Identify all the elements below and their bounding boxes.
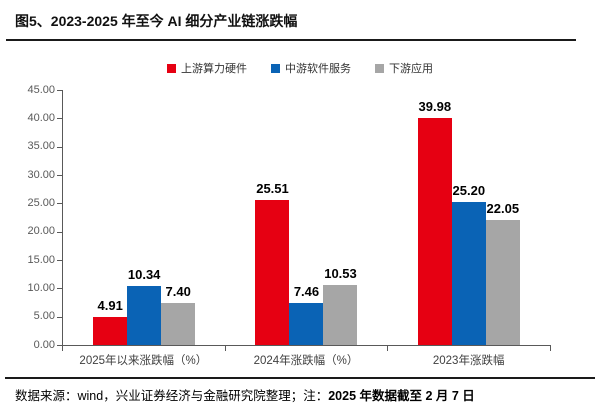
- y-axis-line: [62, 90, 63, 346]
- y-tick-label: 5.00: [33, 310, 55, 323]
- x-tick-mark: [387, 346, 389, 351]
- legend-item: 上游算力硬件: [167, 60, 247, 76]
- legend-swatch-icon: [167, 63, 176, 73]
- y-tick-mark: [57, 175, 62, 176]
- bar: 7.46: [289, 284, 324, 345]
- bar-value-label: 25.20: [452, 183, 486, 199]
- bar-value-label: 7.46: [293, 283, 320, 299]
- bar-group: 25.51 7.46 10.53: [225, 90, 387, 345]
- bar: 25.51: [255, 181, 290, 345]
- plot-area: 4.91 10.34 7.40 25.51 7.46 10.53 39.98 25.20 22.…: [63, 90, 550, 345]
- bar-value-label: 25.51: [256, 181, 289, 197]
- title-divider: [6, 39, 576, 41]
- category-label: 2025年以来涨跌幅（%）: [79, 355, 208, 367]
- bar-group: 39.98 25.20 22.05: [388, 90, 550, 345]
- x-tick-mark: [224, 346, 226, 351]
- category-label: 2024年涨跌幅（%）: [253, 355, 359, 367]
- y-tick-mark: [57, 203, 62, 205]
- y-tick-label: 35.00: [27, 140, 55, 153]
- category-labels: 2025年以来涨跌幅（%） 2024年涨跌幅（%） 2023年涨跌幅: [62, 352, 550, 368]
- note-text: 2025 年数据截至 2 月 7 日: [328, 389, 475, 403]
- legend-swatch-icon: [375, 63, 384, 73]
- legend-label: 中游软件服务: [285, 63, 351, 75]
- bar-value-label: 22.05: [486, 201, 520, 217]
- y-tick-label: 15.00: [27, 253, 55, 266]
- chart-legend: 上游算力硬件 中游软件服务 下游应用: [0, 60, 600, 76]
- legend-swatch-icon: [271, 63, 280, 73]
- y-tick-mark: [57, 316, 62, 318]
- y-tick-mark: [57, 146, 62, 148]
- footer-divider: [5, 377, 595, 379]
- legend-label: 下游应用: [389, 63, 433, 75]
- y-tick-label: 25.00: [27, 196, 55, 209]
- y-tick-label: 0.00: [33, 338, 55, 351]
- x-axis-line: [62, 345, 551, 346]
- bar-value-label: 10.53: [324, 266, 357, 282]
- bar-group: 4.91 10.34 7.40: [63, 90, 225, 345]
- category-label: 2023年涨跌幅: [432, 355, 505, 367]
- y-tick-label: 40.00: [27, 111, 55, 124]
- legend-item: 中游软件服务: [271, 60, 351, 76]
- x-tick-mark: [550, 346, 551, 351]
- y-tick-label: 20.00: [27, 225, 55, 238]
- bar: 39.98: [417, 99, 452, 345]
- bar: 10.53: [323, 266, 358, 345]
- bar-value-label: 7.40: [165, 284, 191, 300]
- bar-value-label: 4.91: [97, 298, 123, 314]
- legend-item: 下游应用: [375, 60, 433, 76]
- bar: 4.91: [93, 298, 128, 345]
- x-tick-mark: [62, 346, 63, 351]
- legend-label: 上游算力硬件: [181, 63, 247, 75]
- y-tick-mark: [57, 118, 62, 120]
- y-tick-label: 45.00: [27, 83, 55, 96]
- y-tick-label: 10.00: [27, 281, 55, 294]
- y-tick-mark: [57, 90, 62, 91]
- bar: 10.34: [127, 267, 162, 345]
- y-tick-mark: [57, 260, 62, 261]
- figure-title: 图5、2023-2025 年至今 AI 细分产业链涨跌幅: [15, 13, 298, 29]
- source-text: 数据来源：wind，兴业证券经济与金融研究院整理；注：: [15, 389, 329, 403]
- bar: 22.05: [485, 201, 520, 345]
- bar-value-label: 10.34: [127, 267, 161, 283]
- y-tick-mark: [57, 231, 62, 233]
- bar: 7.40: [161, 284, 196, 345]
- y-tick-label: 30.00: [27, 168, 55, 181]
- source-note: 数据来源：wind，兴业证券经济与金融研究院整理；注：2025 年数据截至 2 …: [15, 385, 475, 404]
- bar: 25.20: [451, 183, 486, 345]
- bar-value-label: 39.98: [418, 99, 452, 115]
- y-tick-mark: [57, 288, 62, 290]
- y-tick-mark: [57, 345, 62, 346]
